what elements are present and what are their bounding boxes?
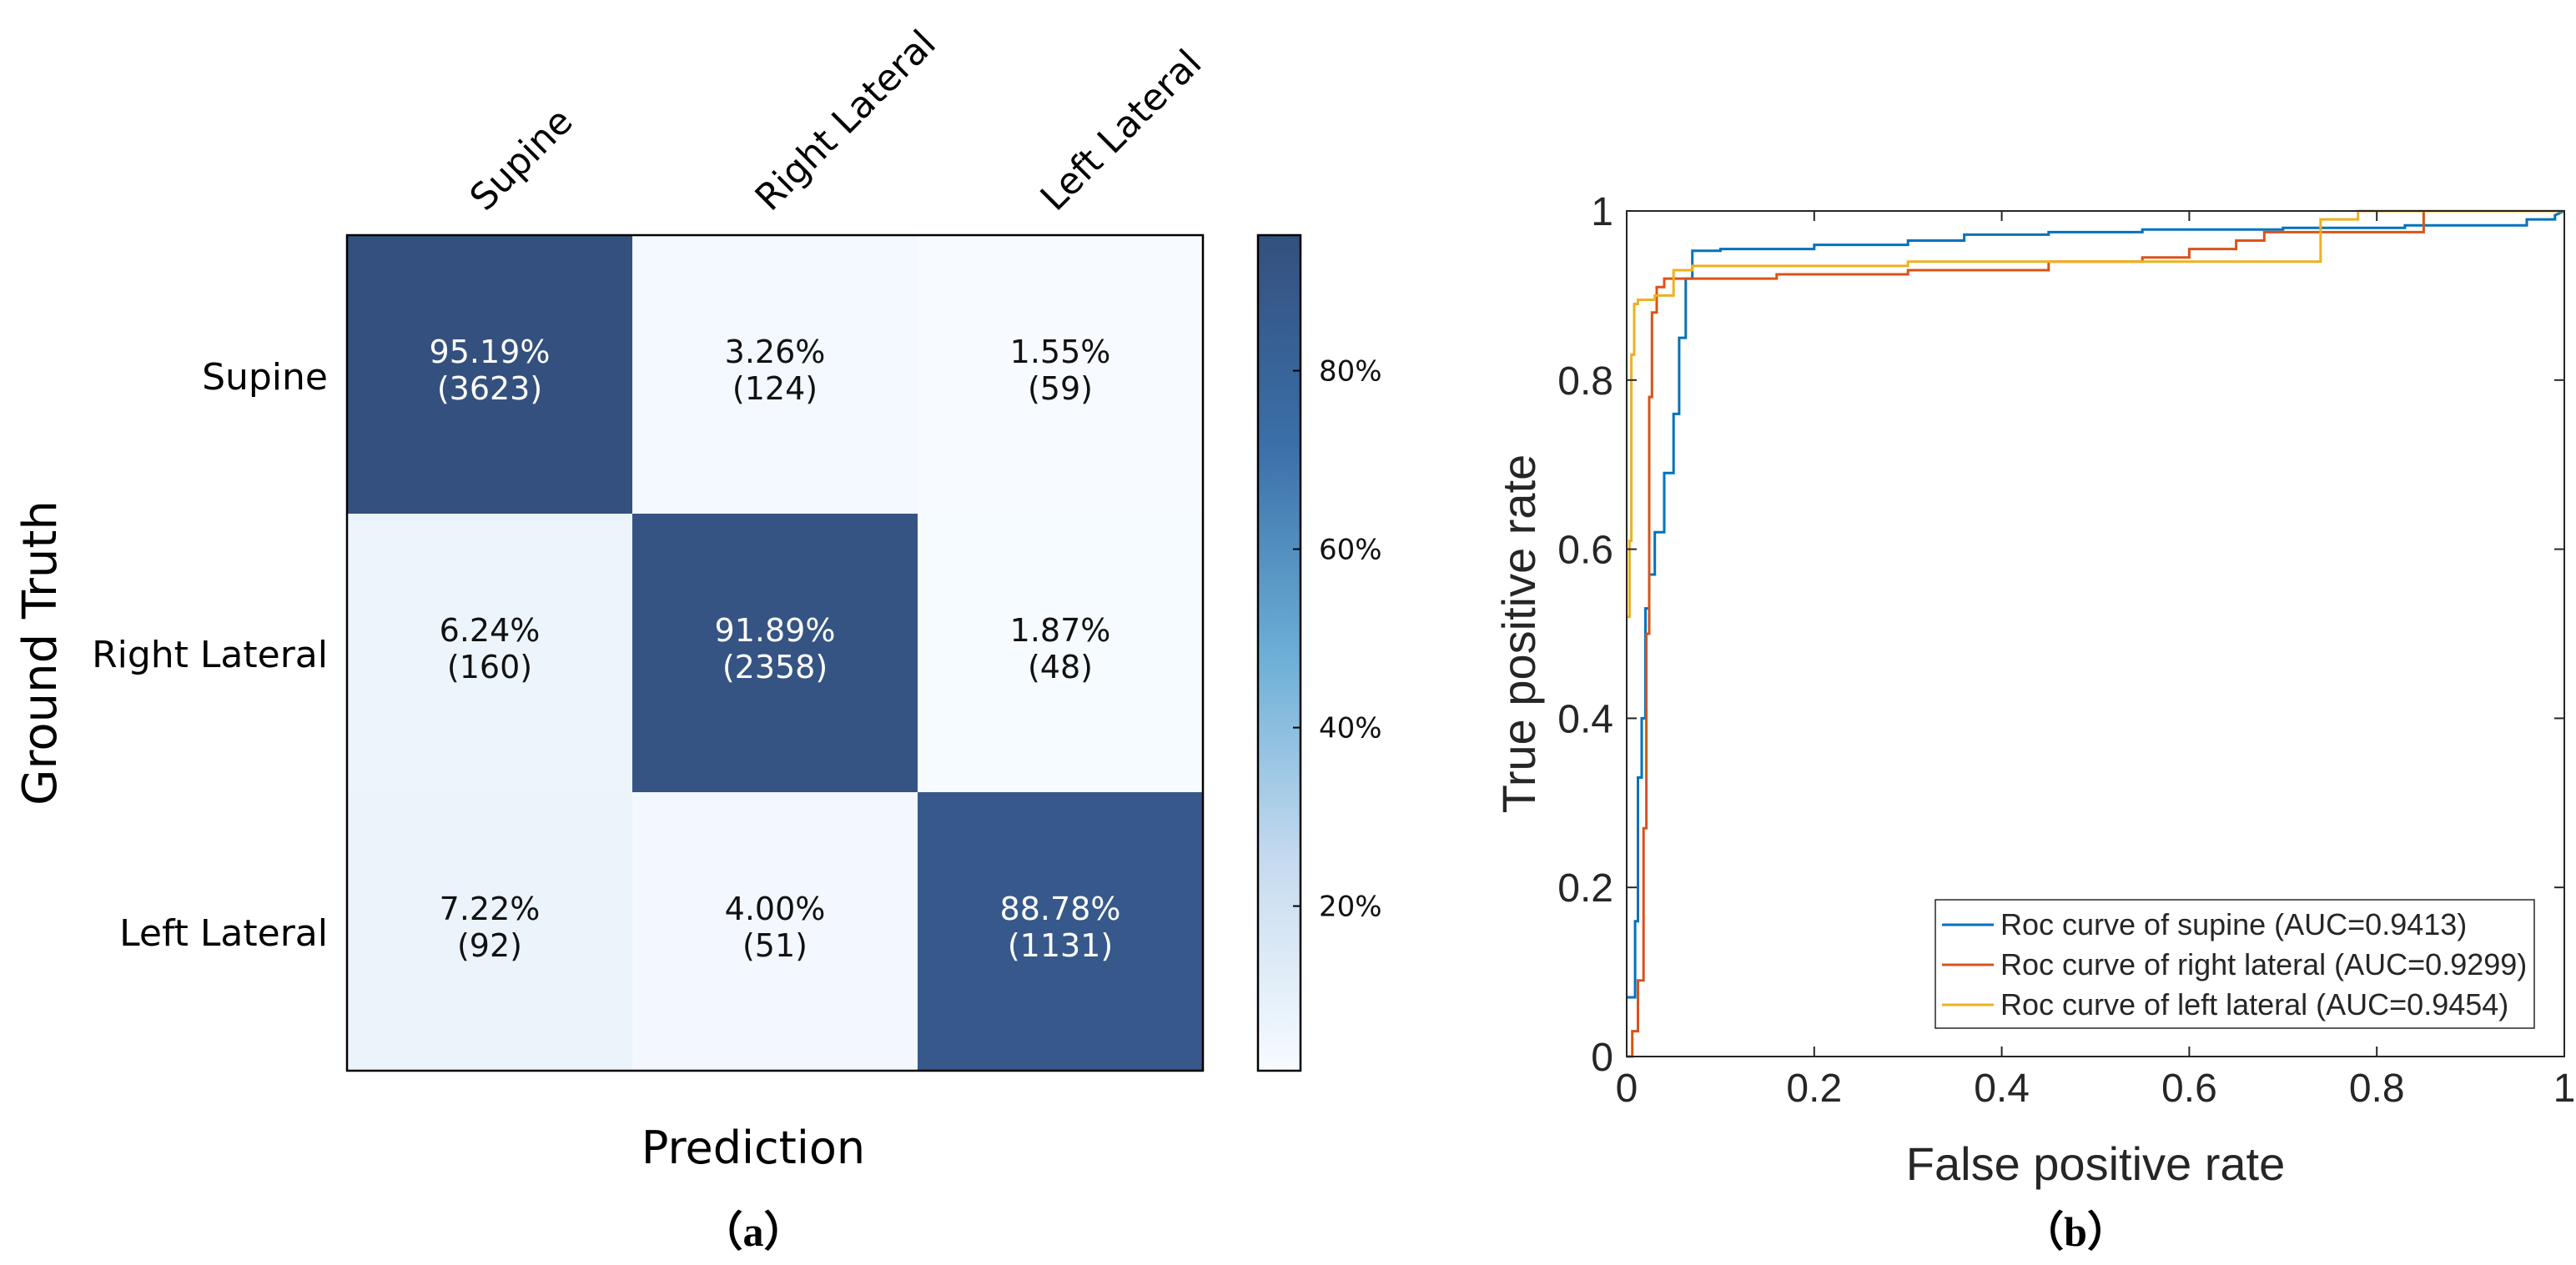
y-tick-label: 0 [1591, 1036, 1613, 1080]
colorbar-tick-label: 60% [1319, 534, 1382, 567]
cm-cell-percent: 4.00% [725, 891, 826, 927]
cm-cell-count: (3623) [437, 370, 542, 407]
roc-curve-right-lateral [1627, 209, 2564, 1058]
y-tick-label: 0.8 [1557, 359, 1613, 404]
y-tick-label: 0.2 [1557, 866, 1613, 911]
cm-cell-percent: 1.55% [1010, 334, 1111, 370]
legend-box [1935, 899, 2535, 1029]
cm-cell-percent: 7.22% [440, 891, 541, 927]
cm-cell-r1-c1 [632, 514, 918, 792]
cm-cell-count: (1131) [1008, 927, 1113, 964]
y-axis-title: Ground Truth [13, 500, 68, 806]
cm-cell-count: (51) [742, 927, 808, 964]
cm-cell-percent: 88.78% [1000, 891, 1121, 927]
row-label-left-lateral: Left Lateral [119, 912, 328, 955]
panel-label-b: （b） [2022, 1208, 2129, 1255]
roc-y-axis-title: True positive rate [1492, 454, 1545, 814]
x-tick-label: 0.6 [2161, 1067, 2217, 1111]
column-label-right-lateral: Right Lateral [747, 23, 944, 219]
cm-cell-percent: 1.87% [1010, 612, 1111, 649]
cm-cell-r1-c2 [918, 514, 1203, 792]
column-label-left-lateral: Left Lateral [1033, 42, 1210, 219]
cm-cell-r0-c2 [918, 235, 1203, 514]
colorbar-tick-label: 40% [1319, 712, 1382, 745]
cm-cell-count: (59) [1028, 370, 1093, 407]
confusion-matrix-border [345, 233, 1205, 1072]
x-axis-title: Prediction [641, 1122, 865, 1174]
colorbar [1256, 233, 1302, 1072]
cm-cell-percent: 95.19% [430, 334, 551, 370]
cm-cell-percent: 6.24% [440, 612, 541, 649]
x-tick-label: 1 [2553, 1067, 2576, 1111]
colorbar-tick-label: 80% [1319, 355, 1382, 389]
x-tick-label: 0.8 [2349, 1067, 2405, 1111]
cm-cell-r2-c2 [918, 792, 1203, 1071]
cm-cell-percent: 91.89% [715, 612, 836, 649]
legend-label-supine: Roc curve of supine (AUC=0.9413) [2000, 907, 2467, 941]
x-tick-label: 0 [1616, 1067, 1638, 1111]
legend-label-left-lateral: Roc curve of left lateral (AUC=0.9454) [2000, 987, 2508, 1022]
y-tick-label: 1 [1591, 190, 1613, 234]
colorbar-tick-label: 20% [1319, 891, 1382, 924]
roc-x-axis-title: False positive rate [1906, 1137, 2285, 1190]
x-tick-label: 0.2 [1786, 1067, 1842, 1111]
panel-label-a: （a） [702, 1208, 806, 1255]
column-label-supine: Supine [462, 100, 581, 219]
legend-label-right-lateral: Roc curve of right lateral (AUC=0.9299) [2000, 947, 2527, 981]
roc-panel: 0 0.2 0.4 0.6 0.8 1 0 0.2 0.4 0.6 0.8 1 False posit… [1492, 190, 2575, 1255]
cm-cell-count: (124) [732, 370, 818, 407]
roc-curve-left-lateral [1627, 209, 2564, 619]
cm-cell-count: (48) [1028, 649, 1093, 685]
roc-legend: Roc curve of supine (AUC=0.9413) Roc cur… [1935, 899, 2535, 1029]
x-tick-label: 0.4 [1974, 1067, 2030, 1111]
cm-cell-r1-c0 [347, 514, 632, 792]
cm-cell-r0-c1 [632, 235, 918, 514]
cm-cell-percent: 3.26% [725, 334, 826, 370]
cm-cell-count: (2358) [722, 649, 828, 685]
cm-cell-r0-c0 [347, 235, 632, 514]
row-label-right-lateral: Right Lateral [92, 634, 328, 676]
cm-cell-r2-c0 [347, 792, 632, 1071]
y-tick-label: 0.4 [1557, 697, 1613, 741]
confusion-matrix-panel: 95.19%(3623) 3.26%(124) 1.55%(59) 6.24%(160… [13, 23, 1382, 1255]
cm-cell-count: (92) [457, 927, 522, 964]
cm-cell-r2-c1 [632, 792, 918, 1071]
y-tick-label: 0.6 [1557, 529, 1613, 573]
row-label-supine: Supine [202, 356, 328, 399]
cm-cell-count: (160) [447, 649, 532, 685]
roc-axes-box [1626, 210, 2565, 1057]
